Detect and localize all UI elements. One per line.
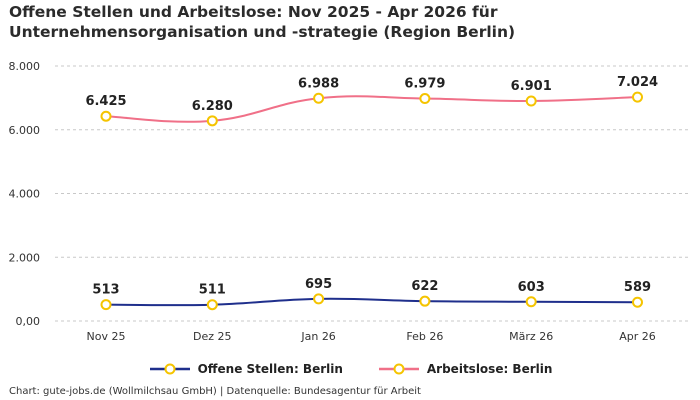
- data-label: 603: [518, 280, 545, 295]
- data-point: [100, 299, 112, 311]
- y-axis: 0,00 2.000 4.000 6.000 8.000: [9, 60, 41, 328]
- legend-swatch-arbeitslose: [378, 363, 419, 375]
- line-chart: 0,00 2.000 4.000 6.000 8.000 Nov 25 Dez 25 Jan…: [9, 60, 690, 343]
- data-label: 511: [199, 283, 226, 298]
- x-tick-label: Nov 25: [87, 330, 126, 343]
- data-label: 7.024: [617, 75, 658, 90]
- y-tick-label: 0,00: [16, 315, 41, 328]
- legend-label-offene-stellen: Offene Stellen: Berlin: [197, 362, 343, 376]
- data-label: 622: [411, 279, 438, 294]
- data-point: [206, 299, 218, 311]
- data-point: [419, 295, 431, 307]
- data-point: [206, 115, 218, 127]
- y-tick-label: 8.000: [9, 60, 41, 73]
- x-tick-label: Apr 26: [619, 330, 656, 343]
- x-tick-label: Feb 26: [406, 330, 443, 343]
- data-point: [525, 95, 537, 107]
- series-line: [105, 297, 638, 307]
- data-label: 6.425: [85, 94, 126, 109]
- data-point: [632, 91, 643, 103]
- y-tick-label: 6.000: [9, 124, 41, 137]
- data-label: 6.280: [192, 99, 233, 114]
- x-tick-label: März 26: [509, 330, 553, 343]
- data-label: 695: [305, 277, 332, 292]
- series-offene-stellen: 513 511 695 622 603 589: [92, 277, 651, 311]
- legend: Offene Stellen: Berlin Arbeitslose: Berl…: [0, 362, 700, 376]
- source-footer: Chart: gute-jobs.de (Wollmilchsau GmbH) …: [9, 386, 421, 397]
- data-point: [313, 293, 325, 305]
- legend-label-arbeitslose: Arbeitslose: Berlin: [426, 362, 553, 376]
- data-point: [100, 110, 112, 122]
- series-line: [105, 95, 638, 123]
- legend-swatch-offene-stellen: [149, 363, 190, 375]
- x-tick-label: Jan 26: [300, 330, 335, 343]
- y-tick-label: 2.000: [9, 251, 41, 264]
- data-label: 6.979: [404, 77, 445, 92]
- legend-item-arbeitslose[interactable]: Arbeitslose: Berlin: [377, 362, 553, 376]
- x-tick-label: Dez 25: [193, 330, 232, 343]
- data-point: [525, 296, 537, 308]
- data-point: [313, 92, 325, 104]
- data-point: [632, 296, 643, 308]
- legend-item-offene-stellen[interactable]: Offene Stellen: Berlin: [148, 362, 343, 376]
- data-point: [419, 93, 431, 105]
- x-axis: Nov 25 Dez 25 Jan 26 Feb 26 März 26 Apr 26: [87, 330, 656, 343]
- data-label: 6.988: [298, 76, 339, 91]
- data-label: 513: [92, 283, 119, 298]
- grid-lines: [55, 65, 690, 322]
- y-tick-label: 4.000: [9, 188, 41, 201]
- data-label: 589: [624, 280, 651, 295]
- chart-title: Offene Stellen und Arbeitslose: Nov 2025…: [9, 3, 516, 41]
- series-arbeitslose: 6.425 6.280 6.988 6.979 6.901 7.024: [85, 75, 658, 127]
- data-label: 6.901: [511, 79, 552, 94]
